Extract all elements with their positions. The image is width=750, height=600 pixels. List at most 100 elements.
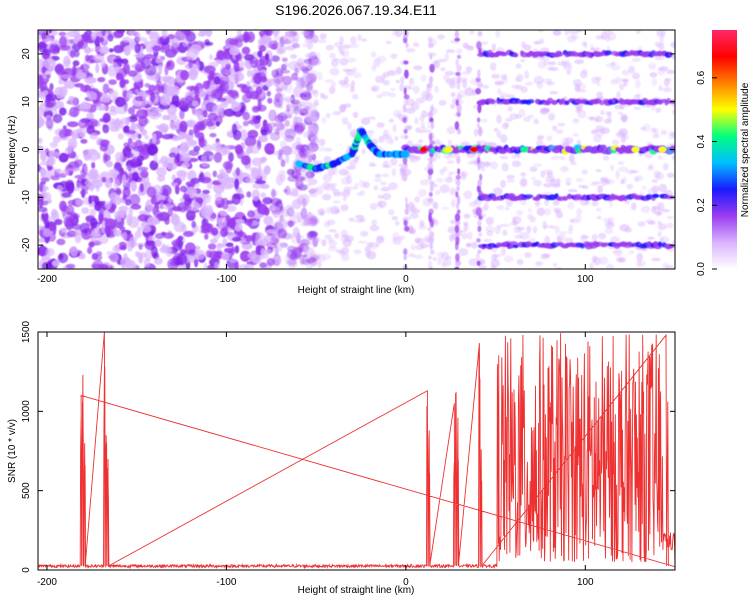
noise-blob xyxy=(257,203,268,215)
haze-blob xyxy=(344,170,351,179)
noise-blob xyxy=(99,46,110,55)
haze-blob xyxy=(604,227,614,235)
spectrogram-y-ticks: -20 -10 0 10 20 xyxy=(21,48,675,252)
noise-blob xyxy=(94,254,103,261)
haze-blob xyxy=(390,87,396,91)
noise-blob xyxy=(144,65,157,76)
stripe-blob xyxy=(478,214,483,221)
haze-blob xyxy=(446,126,456,135)
haze-blob xyxy=(653,127,659,135)
stripe-blob xyxy=(477,117,481,123)
stripe-blob xyxy=(404,69,409,79)
haze-blob xyxy=(325,44,334,51)
haze-blob xyxy=(352,93,359,100)
noise-blob xyxy=(267,97,273,104)
haze-blob xyxy=(486,230,494,237)
noise-blob xyxy=(217,172,230,184)
noise-blob xyxy=(98,37,105,43)
haze-blob xyxy=(329,52,336,59)
noise-blob xyxy=(91,31,97,41)
noise-blob xyxy=(221,145,231,155)
noise-blob xyxy=(179,120,188,132)
noise-blob xyxy=(311,153,317,161)
haze-blob xyxy=(533,163,543,167)
haze-blob xyxy=(506,174,515,180)
noise-blob xyxy=(249,90,260,100)
stripe-blob xyxy=(477,31,483,37)
haze-blob xyxy=(341,117,349,125)
hot-spot xyxy=(419,146,428,153)
haze-blob xyxy=(543,183,553,188)
haze-blob xyxy=(315,186,324,195)
haze-blob xyxy=(569,30,579,36)
haze-blob xyxy=(333,200,341,204)
stripe-blob xyxy=(403,128,408,134)
noise-blob xyxy=(206,181,213,190)
noise-blob xyxy=(234,245,240,254)
noise-blob xyxy=(85,54,90,62)
noise-blob xyxy=(266,90,271,97)
noise-blob xyxy=(254,240,264,246)
noise-blob xyxy=(163,75,168,85)
haze-blob xyxy=(464,87,474,97)
stripe-blob xyxy=(405,208,409,216)
noise-blob xyxy=(260,192,266,199)
noise-blob xyxy=(239,129,248,141)
haze-blob xyxy=(304,240,311,246)
noise-blob xyxy=(212,170,217,178)
haze-blob xyxy=(300,30,310,36)
haze-blob xyxy=(437,257,443,266)
x-tick-label: -100 xyxy=(216,274,236,285)
harmonic-blob xyxy=(652,193,660,198)
noise-blob xyxy=(38,107,45,118)
haze-blob xyxy=(628,65,635,74)
haze-blob xyxy=(591,201,599,207)
y-tick-label: 10 xyxy=(21,96,32,108)
noise-blob xyxy=(191,220,197,228)
haze-blob xyxy=(426,124,431,129)
noise-blob xyxy=(138,210,151,215)
noise-blob xyxy=(58,31,67,37)
haze-blob xyxy=(503,122,509,128)
noise-blob xyxy=(170,135,182,141)
stripe-blob xyxy=(477,152,481,157)
haze-blob xyxy=(670,41,675,49)
noise-blob xyxy=(113,30,124,39)
haze-blob xyxy=(348,217,355,222)
haze-blob xyxy=(381,134,392,140)
haze-blob xyxy=(559,155,565,161)
noise-blob xyxy=(230,92,240,99)
noise-blob xyxy=(69,142,76,149)
noise-blob xyxy=(119,245,127,251)
noise-blob xyxy=(70,129,82,139)
noise-blob xyxy=(40,167,46,178)
noise-blob xyxy=(88,241,95,248)
noise-blob xyxy=(56,185,63,192)
noise-blob xyxy=(205,121,215,127)
stripe-blob xyxy=(479,173,483,181)
haze-blob xyxy=(338,45,344,53)
noise-blob xyxy=(80,101,92,113)
noise-blob xyxy=(260,247,265,260)
haze-blob xyxy=(340,177,350,185)
noise-blob xyxy=(217,203,222,208)
haze-blob xyxy=(523,116,531,123)
haze-blob xyxy=(638,260,646,267)
noise-blob xyxy=(83,59,91,71)
noise-blob xyxy=(272,30,279,38)
noise-blob xyxy=(229,68,234,74)
haze-blob xyxy=(408,77,415,86)
stripe-blob xyxy=(428,236,435,244)
haze-blob xyxy=(380,186,391,192)
noise-blob xyxy=(79,189,89,195)
haze-blob xyxy=(339,104,346,113)
haze-blob xyxy=(357,217,366,223)
haze-blob xyxy=(382,80,390,86)
haze-blob xyxy=(345,68,355,76)
noise-blob xyxy=(225,242,234,248)
noise-blob xyxy=(181,162,191,169)
haze-blob xyxy=(500,74,508,80)
noise-blob xyxy=(143,40,150,47)
noise-blob xyxy=(179,69,190,81)
haze-blob xyxy=(493,127,499,132)
